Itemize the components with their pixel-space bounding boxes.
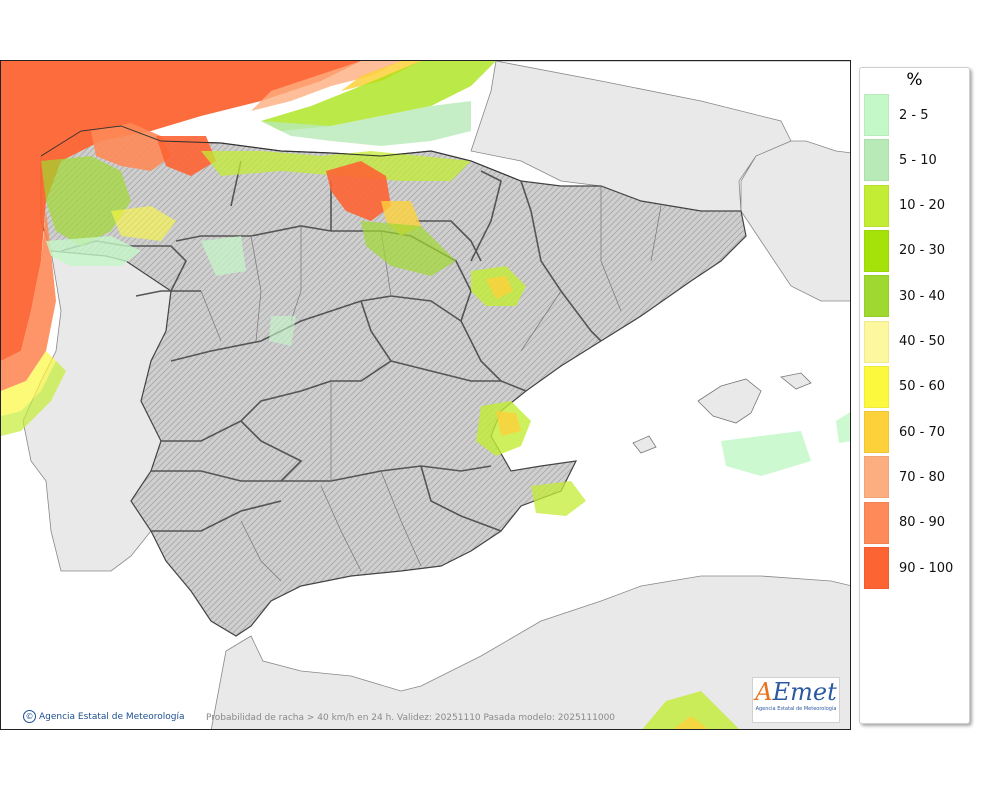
legend-label: 5 - 10 xyxy=(899,152,937,168)
legend-swatch xyxy=(864,365,889,408)
legend-label: 60 - 70 xyxy=(899,424,946,440)
ibiza-island xyxy=(632,435,657,454)
agency-credit: © Agencia Estatal de Meteorología xyxy=(23,710,185,723)
legend-label: 90 - 100 xyxy=(899,560,954,576)
logo-subtitle: Agencia Estatal de Meteorología xyxy=(755,706,837,712)
legend-swatch xyxy=(864,456,889,499)
map-canvas xyxy=(1,61,850,729)
legend-label: 10 - 20 xyxy=(899,198,946,214)
legend-swatch xyxy=(864,184,889,227)
legend-swatch xyxy=(864,320,889,363)
logo-letter-a: A xyxy=(755,678,773,706)
legend-swatch xyxy=(864,139,889,182)
mallorca-island xyxy=(697,378,762,424)
regional-borders xyxy=(60,160,602,532)
credit-text: Agencia Estatal de Meteorología xyxy=(39,711,185,722)
legend-item: 10 - 20 xyxy=(864,184,946,227)
copyright-icon: © xyxy=(23,710,36,723)
legend-item: 80 - 90 xyxy=(864,501,946,544)
legend-swatch xyxy=(864,229,889,272)
legend-item: 70 - 80 xyxy=(864,456,946,499)
province-borders xyxy=(200,186,662,582)
probability-shading xyxy=(1,61,850,729)
legend-swatch xyxy=(864,411,889,454)
legend-label: 20 - 30 xyxy=(899,243,946,259)
legend-item: 20 - 30 xyxy=(864,229,946,272)
legend-label: 30 - 40 xyxy=(899,288,946,304)
probability-map: © Agencia Estatal de Meteorología Probab… xyxy=(0,60,851,730)
map-caption: Probabilidad de racha > 40 km/h en 24 h.… xyxy=(206,713,616,723)
legend-label: 40 - 50 xyxy=(899,334,946,349)
menorca-island xyxy=(780,372,812,390)
legend-label: 80 - 90 xyxy=(899,515,946,531)
legend-item: 90 - 100 xyxy=(864,547,953,589)
legend-item: 60 - 70 xyxy=(864,411,946,454)
logo-letters-rest: Emet xyxy=(772,678,837,706)
legend-item: 40 - 50 xyxy=(864,320,946,363)
color-legend: % 2 - 5 5 - 10 10 - 20 20 - 30 30 - 40 40 - 5… xyxy=(859,67,970,724)
legend-unit: % xyxy=(906,70,923,90)
africa-land xyxy=(210,575,850,729)
coastline xyxy=(40,125,522,182)
legend-swatch xyxy=(864,501,889,544)
legend-swatch xyxy=(864,547,889,589)
legend-swatch xyxy=(864,94,889,136)
legend-swatch xyxy=(864,275,889,318)
legend-label: 2 - 5 xyxy=(899,107,929,123)
legend-item: 2 - 5 xyxy=(864,94,929,136)
legend-item: 5 - 10 xyxy=(864,139,937,182)
legend-label: 70 - 80 xyxy=(899,469,946,485)
aemet-logo: AEmet Agencia Estatal de Meteorología xyxy=(752,677,840,723)
legend-label: 50 - 60 xyxy=(899,379,946,395)
legend-item: 50 - 60 xyxy=(864,365,946,408)
legend-item: 30 - 40 xyxy=(864,275,946,318)
